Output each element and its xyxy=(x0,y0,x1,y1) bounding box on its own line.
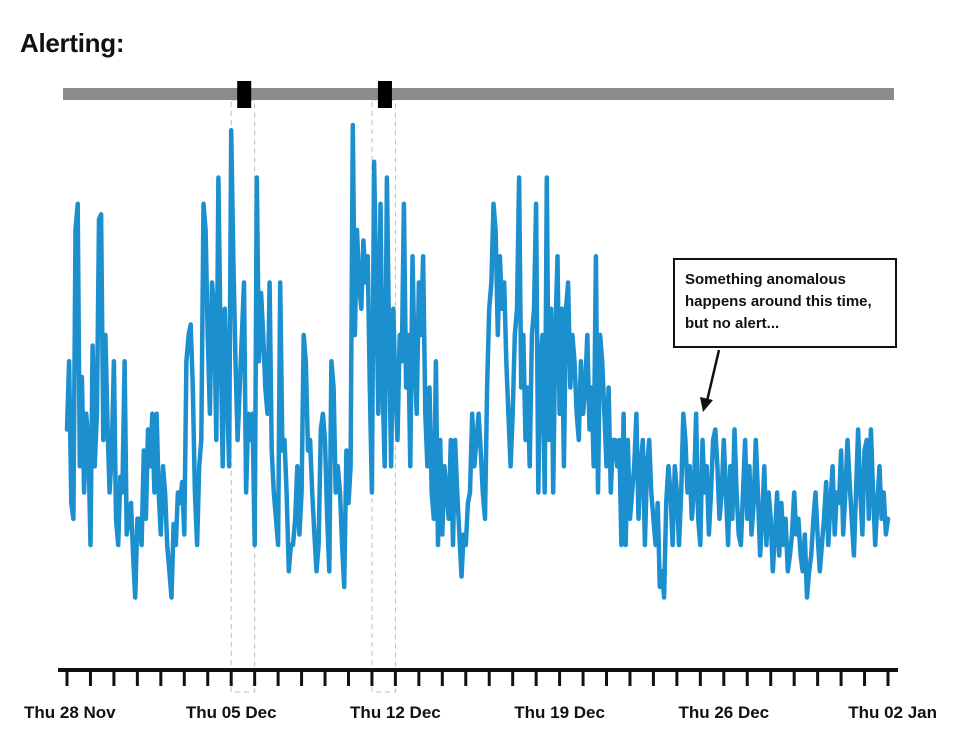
alert-marker[interactable] xyxy=(237,81,252,108)
arrow-head xyxy=(700,397,713,412)
annotation-line: happens around this time, xyxy=(685,293,872,310)
alert-marker[interactable] xyxy=(377,81,392,108)
annotation-line: Something anomalous xyxy=(685,271,846,288)
x-tick-label: Thu 12 Dec xyxy=(350,703,441,722)
annotation-arrow xyxy=(700,349,721,412)
alert-bar-group xyxy=(63,81,894,108)
annotation-line: but no alert... xyxy=(685,315,780,332)
annotation-callout: Something anomalous happens around this … xyxy=(673,258,897,348)
chart-title: Alerting: xyxy=(20,28,125,58)
arrow-shaft xyxy=(705,349,721,402)
series-line xyxy=(64,122,891,600)
x-tick-label: Thu 26 Dec xyxy=(678,703,769,722)
x-tick-label: Thu 19 Dec xyxy=(514,703,605,722)
x-tick-label: Thu 05 Dec xyxy=(186,703,277,722)
x-axis: Thu 28 Nov Thu 05 Dec Thu 12 Dec Thu 19 Dec… xyxy=(24,668,937,722)
series-group xyxy=(64,122,891,600)
alert-timeline-bar xyxy=(63,88,894,100)
x-tick-label: Thu 28 Nov xyxy=(24,703,116,722)
x-tick-label: Thu 02 Jan xyxy=(848,703,937,722)
